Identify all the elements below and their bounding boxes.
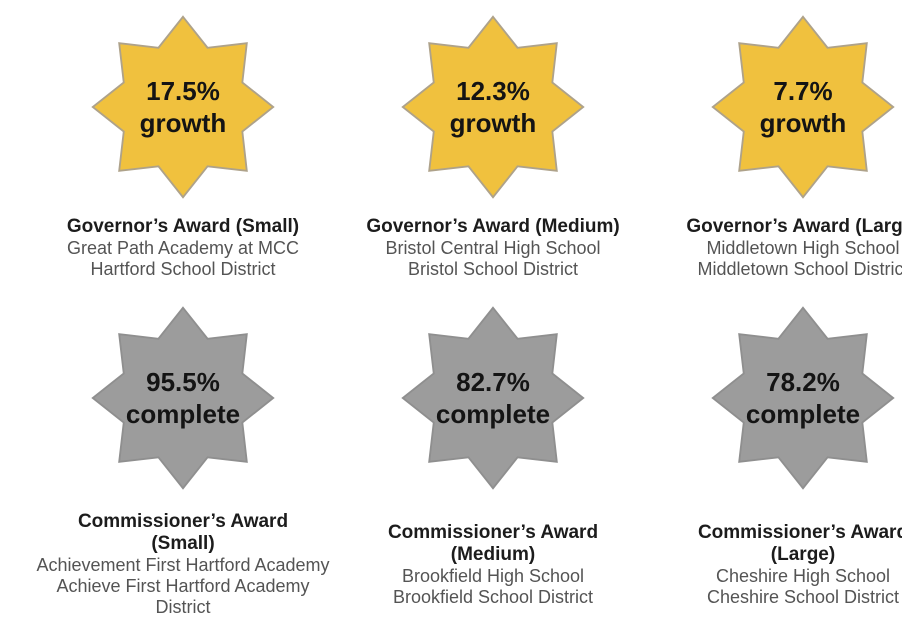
school-name: Great Path Academy at MCC — [66, 238, 300, 258]
badge-value: 12.3% — [456, 76, 530, 106]
award-card-commissioners-small: 95.5% complete Commissioner’s Award (Sma… — [28, 296, 338, 638]
district-name-line: Cheshire School District — [706, 586, 900, 607]
district-name-line: Bristol School District — [407, 259, 579, 279]
badge-metric: complete — [125, 399, 241, 429]
award-card-commissioners-large: 78.2% complete Commissioner’s Award (Lar… — [648, 296, 902, 638]
starburst-badge: 7.7% growth — [710, 14, 896, 200]
starburst-icon — [711, 15, 895, 199]
starburst-shape — [91, 306, 275, 490]
badge-value-block: 7.7% growth — [710, 14, 896, 200]
badge-value: 7.7% — [773, 76, 833, 106]
starburst-shape — [91, 15, 275, 199]
badge-value-block: 82.7% complete — [400, 305, 586, 491]
award-title-line: Governor’s Award (Large) — [686, 216, 902, 237]
badge-value-block: 17.5% growth — [90, 14, 276, 200]
badge-value: 95.5% — [146, 367, 220, 397]
badge-metric: growth — [139, 108, 227, 138]
starburst-badge: 78.2% complete — [710, 305, 896, 491]
school-name: Bristol Central High School — [385, 238, 601, 258]
school-name: Achievement First Hartford Academy — [36, 555, 330, 575]
starburst-shape — [711, 306, 895, 490]
award-label: Governor’s Award (Medium) Bristol Centra… — [338, 200, 648, 296]
award-label: Commissioner’s Award (Small) Achievement… — [28, 491, 338, 638]
award-title-line: (Large) — [770, 543, 836, 565]
starburst-badge: 82.7% complete — [400, 305, 586, 491]
badge-value-block: 95.5% complete — [90, 305, 276, 491]
school-name: Middletown High School — [706, 238, 900, 258]
starburst-badge: 17.5% growth — [90, 14, 276, 200]
badge-metric: complete — [435, 399, 551, 429]
starburst-icon — [711, 306, 895, 490]
district-name-line: Middletown School District — [697, 259, 902, 279]
award-label: Commissioner’s Award (Large) Cheshire Hi… — [648, 491, 902, 638]
district-name-line: Achieve First Hartford Academy — [56, 576, 310, 596]
award-title-line: (Medium) — [450, 543, 536, 565]
award-label: Governor’s Award (Small) Great Path Acad… — [28, 200, 338, 296]
starburst-shape — [401, 306, 585, 490]
badge-value-block: 78.2% complete — [710, 305, 896, 491]
district-name-line: District — [155, 597, 211, 617]
badge-value-block: 12.3% growth — [400, 14, 586, 200]
starburst-icon — [91, 306, 275, 490]
starburst-shape — [401, 15, 585, 199]
badge-value: 17.5% — [146, 76, 220, 106]
award-title-line: (Small) — [151, 533, 215, 554]
award-card-governors-small: 17.5% growth Governor’s Award (Small) Gr… — [28, 0, 338, 296]
award-label: Governor’s Award (Large) Middletown High… — [648, 200, 902, 296]
district-name-line: Brookfield School District — [392, 586, 594, 607]
starburst-badge: 12.3% growth — [400, 14, 586, 200]
starburst-shape — [711, 15, 895, 199]
award-title-line: Commissioner’s Award — [697, 521, 902, 543]
award-card-governors-large: 7.7% growth Governor’s Award (Large) Mid… — [648, 0, 902, 296]
starburst-icon — [401, 306, 585, 490]
school-name: Cheshire High School — [715, 565, 891, 586]
starburst-icon — [401, 15, 585, 199]
badge-metric: growth — [449, 108, 537, 138]
starburst-icon — [91, 15, 275, 199]
badge-metric: growth — [759, 108, 847, 138]
award-title-line: Governor’s Award (Medium) — [366, 216, 620, 237]
award-title-line: Commissioner’s Award — [387, 521, 599, 543]
award-title-line: Governor’s Award (Small) — [66, 216, 300, 237]
award-card-commissioners-medium: 82.7% complete Commissioner’s Award (Med… — [338, 296, 648, 638]
badge-value: 82.7% — [456, 367, 530, 397]
district-name-line: Hartford School District — [90, 259, 276, 279]
starburst-badge: 95.5% complete — [90, 305, 276, 491]
award-label: Commissioner’s Award (Medium) Brookfield… — [338, 491, 648, 638]
school-name: Brookfield High School — [401, 565, 585, 586]
award-card-governors-medium: 12.3% growth Governor’s Award (Medium) B… — [338, 0, 648, 296]
award-title-line: Commissioner’s Award — [77, 511, 289, 532]
badge-value: 78.2% — [766, 367, 840, 397]
badge-metric: complete — [745, 399, 861, 429]
